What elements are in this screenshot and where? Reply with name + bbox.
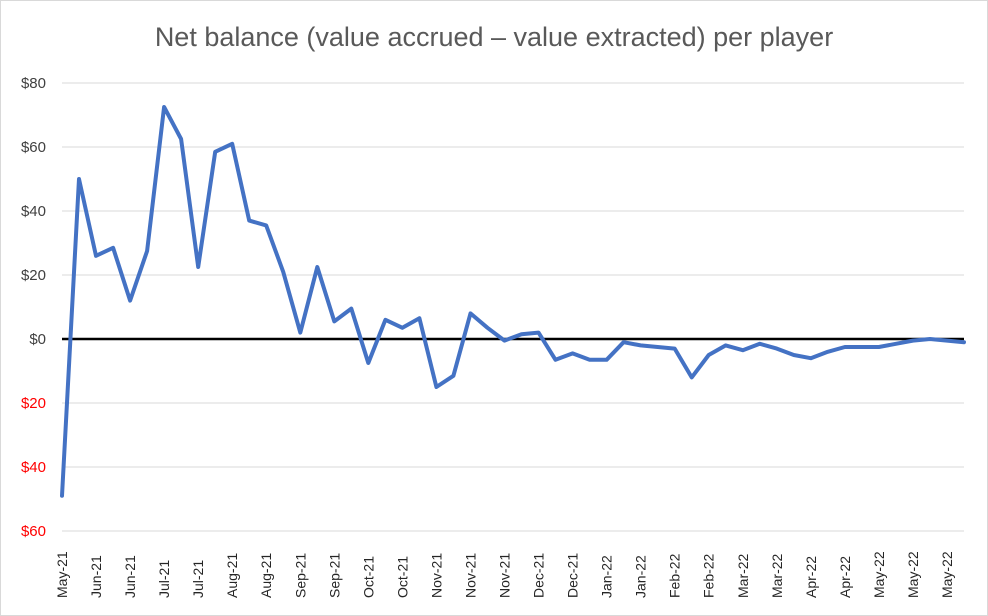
x-tick-label: Nov-21 bbox=[462, 553, 478, 598]
data-point bbox=[877, 345, 881, 349]
data-point bbox=[690, 375, 694, 379]
x-tick-label: Sep-21 bbox=[326, 553, 342, 598]
x-tick-label: Jan-22 bbox=[633, 555, 649, 598]
x-tick-label: Feb-22 bbox=[667, 553, 683, 598]
x-tick-label: Aug-21 bbox=[258, 553, 274, 598]
x-tick-label: Mar-22 bbox=[769, 553, 785, 598]
x-tick-label: Dec-21 bbox=[565, 553, 581, 598]
data-point bbox=[945, 339, 949, 343]
data-point bbox=[417, 316, 421, 320]
y-tick-label: $20 bbox=[21, 395, 46, 412]
x-tick-label: Nov-21 bbox=[428, 553, 444, 598]
data-point bbox=[264, 223, 268, 227]
x-tick-label: Jun-21 bbox=[122, 555, 138, 598]
data-point bbox=[383, 318, 387, 322]
data-point bbox=[366, 361, 370, 365]
data-point bbox=[656, 345, 660, 349]
data-point bbox=[792, 353, 796, 357]
x-tick-label: May-22 bbox=[871, 551, 887, 598]
x-tick-label: May-22 bbox=[905, 551, 921, 598]
x-tick-label: Dec-21 bbox=[531, 553, 547, 598]
x-tick-label: Feb-22 bbox=[701, 553, 717, 598]
x-tick-label: Oct-21 bbox=[394, 556, 410, 598]
data-point bbox=[554, 358, 558, 362]
data-point bbox=[213, 150, 217, 154]
data-point bbox=[843, 345, 847, 349]
x-tick-label: Sep-21 bbox=[292, 553, 308, 598]
data-point bbox=[179, 137, 183, 141]
data-point bbox=[520, 332, 524, 336]
x-tick-label: May-22 bbox=[939, 551, 955, 598]
data-point bbox=[230, 142, 234, 146]
y-tick-label: $0 bbox=[29, 331, 46, 348]
data-point bbox=[962, 340, 966, 344]
data-point bbox=[775, 347, 779, 351]
data-point bbox=[571, 351, 575, 355]
series-line bbox=[60, 105, 966, 498]
data-point bbox=[502, 339, 506, 343]
x-tick-label: Mar-22 bbox=[735, 553, 751, 598]
data-point bbox=[809, 356, 813, 360]
data-point bbox=[315, 265, 319, 269]
data-point bbox=[94, 254, 98, 258]
y-tick-label: $40 bbox=[21, 203, 46, 220]
y-tick-label: $60 bbox=[21, 139, 46, 156]
data-point bbox=[911, 339, 915, 343]
data-point bbox=[349, 307, 353, 311]
y-tick-label: $80 bbox=[21, 75, 46, 92]
data-point bbox=[758, 342, 762, 346]
data-point bbox=[588, 358, 592, 362]
data-point bbox=[741, 348, 745, 352]
x-tick-label: Aug-21 bbox=[224, 553, 240, 598]
data-point bbox=[451, 374, 455, 378]
data-point bbox=[281, 270, 285, 274]
data-point bbox=[468, 311, 472, 315]
data-point bbox=[400, 326, 404, 330]
data-point bbox=[247, 219, 251, 223]
data-point bbox=[860, 345, 864, 349]
data-point bbox=[707, 353, 711, 357]
data-point bbox=[639, 343, 643, 347]
data-point bbox=[928, 337, 932, 341]
data-point bbox=[77, 177, 81, 181]
y-tick-label: $20 bbox=[21, 267, 46, 284]
data-point bbox=[605, 358, 609, 362]
x-tick-label: Oct-21 bbox=[360, 556, 376, 598]
data-point bbox=[894, 342, 898, 346]
data-point bbox=[145, 249, 149, 253]
data-point bbox=[673, 347, 677, 351]
data-point bbox=[724, 343, 728, 347]
x-tick-label: Apr-22 bbox=[837, 556, 853, 598]
data-point bbox=[60, 494, 64, 498]
x-tick-label: Jun-21 bbox=[88, 555, 104, 598]
data-point bbox=[128, 299, 132, 303]
data-point bbox=[537, 331, 541, 335]
x-tick-label: Jan-22 bbox=[599, 555, 615, 598]
data-point bbox=[434, 385, 438, 389]
x-tick-label: Apr-22 bbox=[803, 556, 819, 598]
chart-title: Net balance (value accrued – value extra… bbox=[154, 22, 834, 52]
y-tick-label: $40 bbox=[21, 459, 46, 476]
data-point bbox=[162, 105, 166, 109]
x-tick-label: Jul-21 bbox=[156, 560, 172, 598]
data-point bbox=[196, 265, 200, 269]
x-tick-label: Nov-21 bbox=[496, 553, 512, 598]
data-point bbox=[826, 350, 830, 354]
data-point bbox=[332, 319, 336, 323]
data-point bbox=[298, 331, 302, 335]
x-tick-label: May-21 bbox=[54, 551, 70, 598]
x-tick-label: Jul-21 bbox=[190, 560, 206, 598]
data-point bbox=[485, 326, 489, 330]
data-point bbox=[111, 246, 115, 250]
y-tick-label: $60 bbox=[21, 523, 46, 540]
data-point bbox=[622, 340, 626, 344]
